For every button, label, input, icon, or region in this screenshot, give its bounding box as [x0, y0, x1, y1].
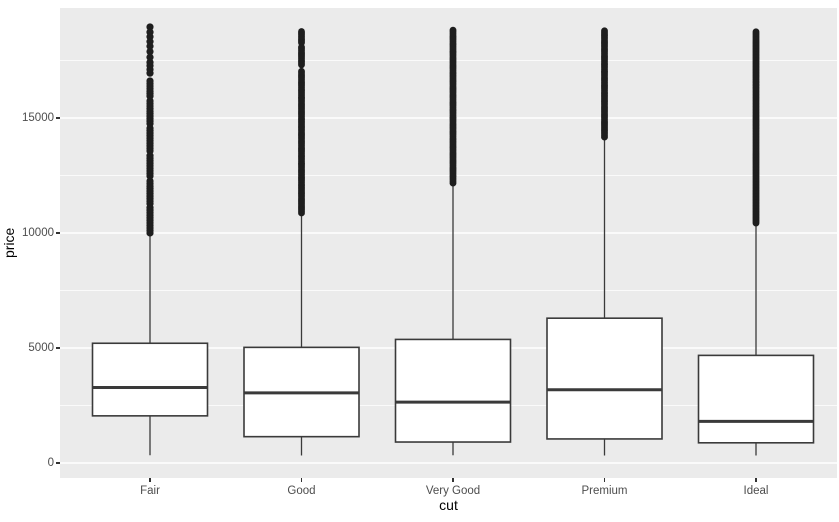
outlier-dot — [146, 23, 154, 31]
x-axis-title: cut — [439, 497, 458, 513]
x-tick-mark — [755, 478, 757, 482]
y-axis-title: price — [1, 227, 17, 259]
boxplot-canvas — [60, 23, 837, 464]
x-tick-label-ideal: Ideal — [743, 485, 769, 497]
x-tick-mark — [603, 478, 606, 482]
y-tick-label: 15000 — [22, 112, 54, 124]
outlier-dot — [146, 77, 154, 85]
outlier-dot — [146, 47, 154, 56]
x-tick-mark — [300, 478, 303, 482]
iqr-box — [546, 317, 663, 440]
x-tick-mark — [149, 478, 151, 482]
plot-panel — [60, 8, 837, 478]
iqr-box — [394, 338, 512, 443]
x-tick-mark — [452, 478, 454, 482]
iqr-box — [91, 342, 209, 417]
x-tick-label-good: Good — [287, 485, 316, 497]
outlier-dot — [752, 28, 760, 36]
x-tick-label-very-good: Very Good — [425, 485, 481, 497]
outlier-dot — [298, 67, 305, 75]
y-tick-mark — [56, 232, 60, 234]
y-tick-label: 5000 — [28, 342, 54, 354]
outlier-dot — [601, 27, 608, 35]
outlier-dot — [146, 69, 154, 77]
y-tick-label: 10000 — [22, 227, 54, 239]
boxplot-good — [243, 28, 360, 456]
iqr-box — [697, 354, 815, 444]
y-tick-mark — [56, 117, 60, 119]
y-tick-mark — [56, 462, 60, 464]
boxplot-ideal — [697, 28, 815, 456]
boxplot-very-good — [394, 26, 512, 456]
x-tick-label-premium: Premium — [581, 485, 628, 497]
y-tick-mark — [56, 347, 60, 349]
outlier-dot — [449, 26, 457, 34]
x-tick-label-fair: Fair — [140, 485, 160, 497]
boxplot-fair — [91, 23, 209, 456]
boxplot-premium — [546, 27, 663, 456]
outlier-dot — [146, 177, 154, 185]
outlier-dot — [146, 42, 154, 50]
outlier-dot — [298, 28, 305, 35]
outlier-dot — [146, 53, 154, 61]
y-tick-label: 0 — [47, 457, 54, 469]
